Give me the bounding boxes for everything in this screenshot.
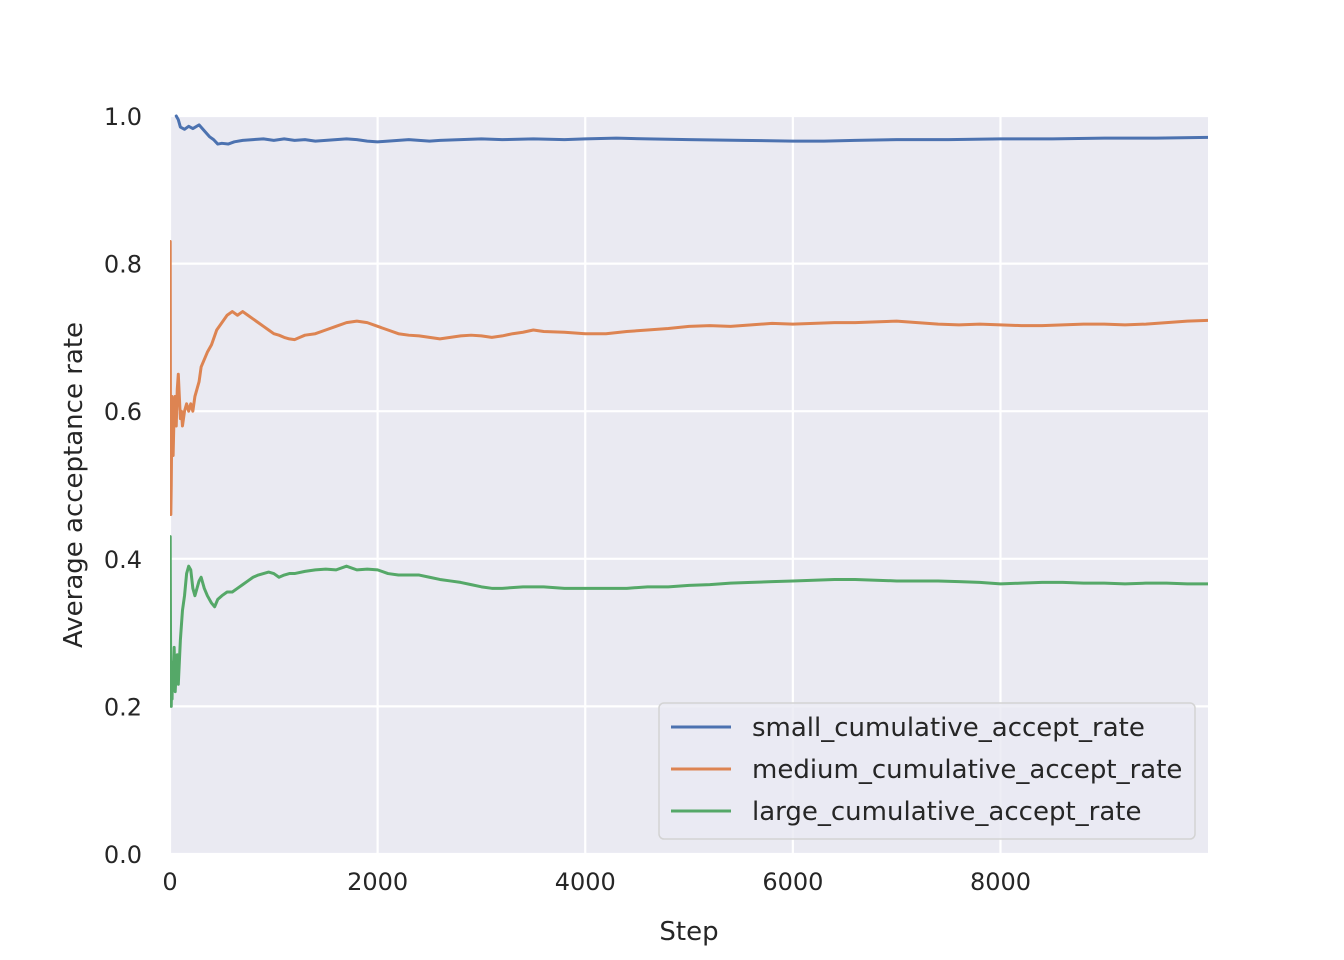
x-axis-ticks: 0 2000 4000 6000 8000	[162, 868, 1031, 896]
grid	[168, 114, 1208, 856]
y-tick-label: 1.0	[104, 103, 142, 131]
series-line-small-cumulative-accept-rate	[174, 114, 1208, 146]
y-axis-title: Average acceptance rate	[59, 322, 89, 648]
legend: small_cumulative_accept_rate medium_cumul…	[658, 702, 1196, 840]
y-tick-label: 0.4	[104, 546, 142, 574]
y-tick-label: 0.8	[104, 251, 142, 279]
legend-label: small_cumulative_accept_rate	[752, 713, 1145, 743]
y-axis-ticks: 0.0 0.2 0.4 0.6 0.8 1.0	[104, 103, 142, 869]
x-tick-label: 2000	[347, 868, 408, 896]
x-tick-label: 0	[162, 868, 177, 896]
x-tick-label: 8000	[970, 868, 1031, 896]
y-tick-label: 0.2	[104, 693, 142, 721]
y-tick-label: 0.6	[104, 398, 142, 426]
legend-label: large_cumulative_accept_rate	[752, 797, 1141, 827]
series-group	[170, 114, 1208, 708]
legend-label: medium_cumulative_accept_rate	[752, 755, 1182, 785]
legend-box	[658, 702, 1196, 840]
series-line-medium-cumulative-accept-rate	[170, 239, 1208, 517]
series-line-large-cumulative-accept-rate	[170, 535, 1208, 708]
x-axis-title: Step	[659, 917, 718, 947]
x-tick-label: 6000	[762, 868, 823, 896]
y-tick-label: 0.0	[104, 841, 142, 869]
x-tick-label: 4000	[555, 868, 616, 896]
